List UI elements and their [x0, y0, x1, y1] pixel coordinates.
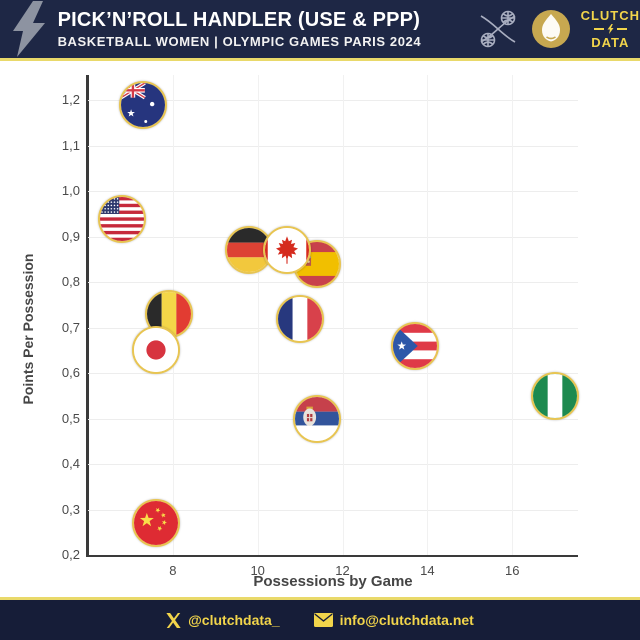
x-tick-label-14: 14 — [420, 563, 435, 578]
y-tick-label-0,9: 0,9 — [61, 228, 80, 244]
gridline-y-1,0 — [88, 191, 578, 193]
gridline-y-0,6 — [88, 373, 578, 375]
serbia-flag-icon — [295, 396, 340, 441]
y-tick-label-1,0: 1,0 — [61, 183, 80, 199]
paris-2024-flame-icon — [531, 10, 570, 48]
data-point-france[interactable] — [276, 294, 325, 343]
gridline-y-0,4 — [88, 464, 578, 466]
y-tick-label-0,3: 0,3 — [61, 501, 80, 517]
page-title: PICK’N’ROLL HANDLER (USE & PPP) — [57, 9, 421, 31]
germany-flag-icon — [227, 228, 272, 273]
nigeria-flag-icon — [532, 373, 577, 418]
y-tick-label-1,2: 1,2 — [61, 92, 80, 108]
y-axis-spine — [86, 75, 89, 557]
small-bolt-icon — [607, 24, 614, 34]
divider-dash-left — [593, 28, 604, 30]
x-axis-title: Possessions by Game — [253, 573, 413, 590]
x-tick-label-16: 16 — [505, 563, 520, 578]
basketball-pictogram-icon — [480, 10, 515, 48]
plot-area: 1,2 1,1 1,0 0,9 0,8 0,7 0,6 0,5 0,4 0,3 0,2 8 10 12 14… — [62, 75, 579, 578]
brand-line2: DATA — [591, 35, 630, 50]
australia-flag-icon — [121, 83, 166, 127]
email-link[interactable]: info@clutchdata.net — [313, 612, 474, 628]
clutch-data-wordmark: CLUTCH DATA — [581, 9, 640, 49]
footer-accent-line — [0, 597, 640, 600]
email-address: info@clutchdata.net — [339, 612, 474, 628]
data-point-serbia[interactable] — [293, 394, 342, 443]
divider-dash-right — [616, 28, 627, 30]
x-twitter-icon — [166, 612, 181, 628]
france-flag-icon — [278, 296, 323, 341]
x-tick-label-8: 8 — [169, 563, 177, 578]
gridline-y-0,8 — [88, 282, 578, 284]
clutch-bolt-logo — [0, 0, 58, 58]
twitter-link[interactable]: @clutchdata_ — [166, 612, 280, 628]
scatter-chart: Points Per Possession Possessions by Gam… — [0, 61, 640, 597]
data-point-usa[interactable] — [97, 194, 146, 243]
y-tick-label-0,7: 0,7 — [61, 319, 80, 335]
envelope-icon — [313, 613, 333, 627]
gridline-y-1,2 — [88, 100, 578, 102]
data-point-nigeria[interactable] — [530, 371, 579, 420]
x-axis-spine — [86, 554, 578, 557]
gridline-y-0,9 — [88, 236, 578, 238]
header-accent-line — [0, 58, 640, 61]
y-tick-label-0,8: 0,8 — [61, 274, 80, 290]
twitter-handle: @clutchdata_ — [188, 612, 280, 628]
data-point-germany[interactable] — [225, 226, 274, 275]
gridline-y-0,7 — [88, 327, 578, 329]
lightning-bolt-icon — [12, 1, 45, 57]
y-tick-label-0,4: 0,4 — [61, 456, 80, 472]
page-subtitle: BASKETBALL WOMEN | OLYMPIC GAMES PARIS 2… — [57, 34, 422, 49]
gridline-y-0,3 — [88, 509, 578, 511]
gridline-y-1,1 — [88, 145, 578, 147]
y-tick-label-1,1: 1,1 — [61, 137, 80, 153]
usa-flag-icon — [99, 196, 144, 241]
gridline-x-10 — [257, 75, 259, 555]
data-point-australia[interactable] — [119, 81, 168, 129]
gridline-x-14 — [427, 75, 429, 555]
data-point-japan[interactable] — [131, 326, 180, 375]
y-tick-label-0,2: 0,2 — [61, 547, 80, 562]
data-point-china[interactable] — [131, 499, 180, 548]
gridline-x-12 — [342, 75, 344, 555]
x-tick-label-10: 10 — [250, 563, 265, 578]
china-flag-icon — [133, 501, 178, 546]
y-axis-title: Points Per Possession — [20, 253, 36, 405]
x-tick-label-12: 12 — [335, 563, 350, 578]
header-bar: PICK’N’ROLL HANDLER (USE & PPP) BASKETBA… — [0, 0, 640, 58]
puerto-rico-flag-icon — [392, 323, 437, 368]
data-point-puerto-rico[interactable] — [390, 321, 439, 370]
y-tick-label-0,5: 0,5 — [61, 410, 80, 426]
gridline-x-16 — [512, 75, 514, 555]
brand-bolt-divider — [593, 24, 627, 34]
data-point-canada[interactable] — [263, 226, 312, 275]
brand-line1: CLUTCH — [580, 8, 640, 23]
canada-flag-icon — [265, 228, 310, 273]
y-tick-label-0,6: 0,6 — [61, 365, 80, 381]
japan-flag-icon — [133, 328, 178, 373]
footer-bar: @clutchdata_ info@clutchdata.net — [0, 600, 640, 640]
belgium-flag-icon — [146, 292, 191, 337]
